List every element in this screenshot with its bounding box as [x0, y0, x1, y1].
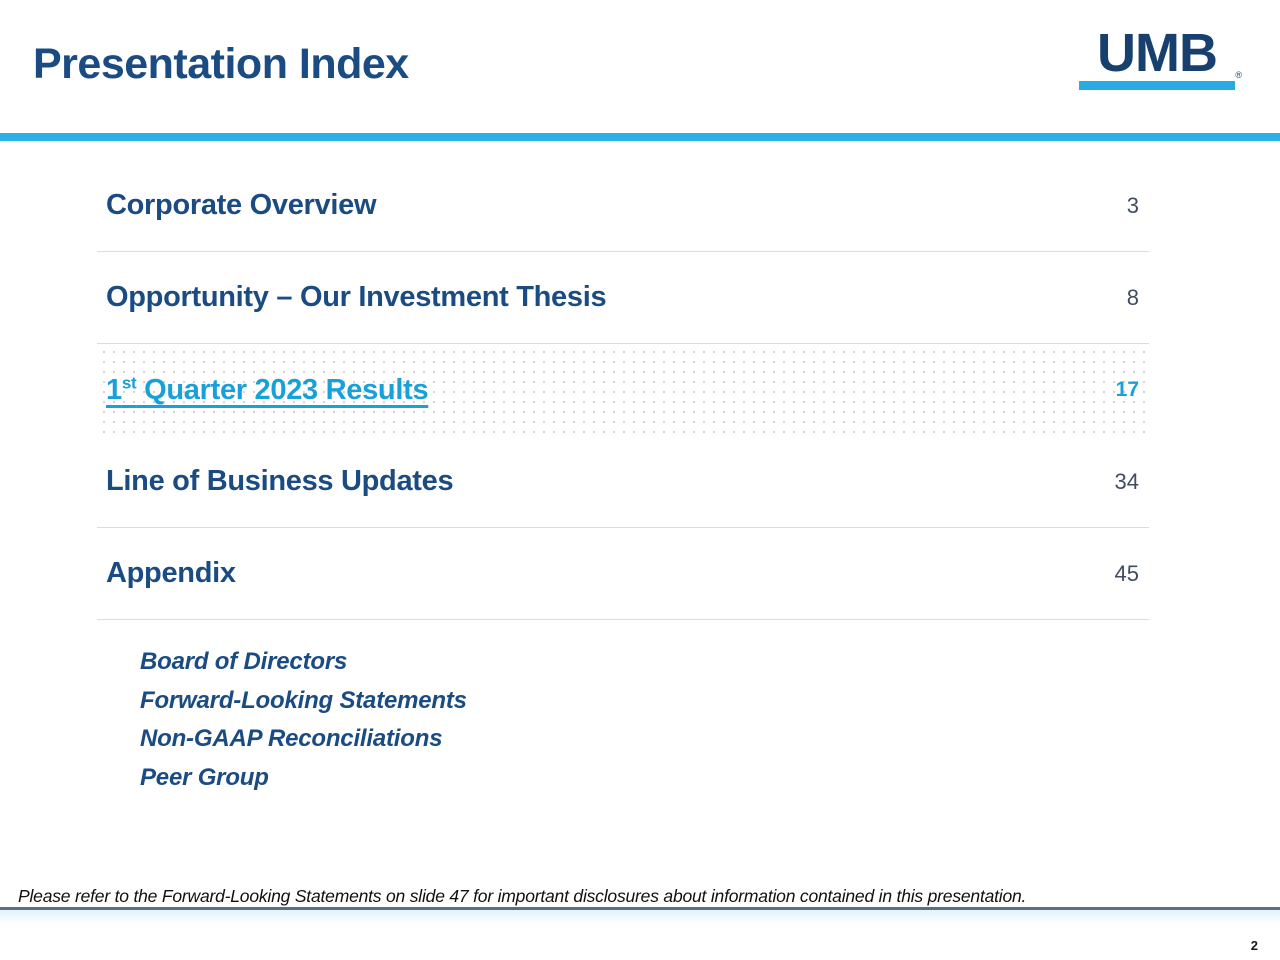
sub-item-board-of-directors: Board of Directors: [140, 648, 348, 675]
header-divider-rule: [0, 133, 1280, 141]
toc-label: Appendix: [106, 557, 236, 589]
slide-page-number: 2: [1250, 938, 1258, 953]
toc-label: Opportunity – Our Investment Thesis: [106, 281, 607, 313]
footer-disclosure-note: Please refer to the Forward-Looking Stat…: [18, 886, 1027, 906]
sub-item-non-gaap-reconciliations: Non-GAAP Reconciliations: [140, 725, 443, 752]
toc-link-superscript: st: [121, 372, 137, 392]
footer-divider-rule: [0, 907, 1280, 910]
page-title: Presentation Index: [33, 40, 409, 88]
toc-page-number: 45: [1114, 560, 1139, 586]
toc-page-number: 34: [1114, 468, 1139, 494]
toc-row-corporate-overview: Corporate Overview 3: [97, 160, 1149, 252]
toc-row-q1-2023-results: 1st Quarter 2023 Results 17: [97, 344, 1149, 436]
sub-item-peer-group: Peer Group: [140, 763, 269, 791]
umb-logo-underline: [1079, 81, 1235, 90]
toc-page-number: 3: [1126, 192, 1139, 218]
umb-logo-text: UMB: [1097, 23, 1218, 83]
registered-trademark-symbol: ®: [1235, 70, 1242, 80]
toc-link-rest: Quarter 2023 Results: [136, 373, 429, 406]
appendix-sub-items: Board of Directors Forward-Looking State…: [140, 643, 467, 797]
table-of-contents: Corporate Overview 3 Opportunity – Our I…: [97, 160, 1149, 620]
sub-item-forward-looking-statements: Forward-Looking Statements: [140, 686, 467, 714]
footer-divider-glow: [0, 910, 1280, 924]
toc-link-q1-2023-results[interactable]: 1st Quarter 2023 Results: [106, 372, 429, 407]
toc-row-line-of-business: Line of Business Updates 34: [97, 436, 1149, 528]
toc-link-prefix: 1: [106, 373, 122, 406]
toc-page-number: 8: [1126, 284, 1139, 310]
toc-label: Corporate Overview: [106, 189, 377, 221]
toc-row-investment-thesis: Opportunity – Our Investment Thesis 8: [97, 252, 1149, 344]
umb-logo: UMB ®: [1076, 23, 1242, 90]
toc-row-appendix: Appendix 45: [97, 528, 1149, 620]
toc-label: Line of Business Updates: [106, 465, 454, 497]
toc-page-number: 17: [1115, 378, 1139, 401]
